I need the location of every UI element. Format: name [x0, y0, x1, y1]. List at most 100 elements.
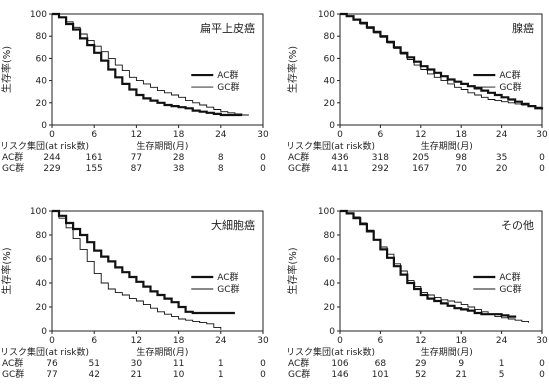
risk-value: 9: [458, 359, 464, 369]
risk-value: 10: [173, 370, 185, 380]
risk-header: リスク集団(at risk数): [286, 346, 375, 358]
y-axis-label: 生存率(%): [0, 46, 13, 93]
y-tick-label: 0: [329, 121, 335, 131]
x-tick-label: 18: [455, 336, 467, 346]
series-line-gc: [52, 13, 249, 116]
risk-value: 52: [415, 370, 426, 380]
y-axis-label: 生存率(%): [0, 247, 13, 294]
y-tick-label: 40: [324, 77, 336, 87]
x-tick-label: 18: [455, 130, 467, 140]
risk-header: リスク集団(at risk数): [0, 346, 89, 358]
legend-label: AC群: [217, 69, 238, 81]
y-tick-label: 80: [36, 231, 48, 241]
y-tick-label: 80: [324, 32, 336, 42]
risk-value: 20: [496, 164, 508, 174]
risk-group-label: AC群: [288, 357, 309, 369]
y-tick-label: 80: [36, 32, 48, 42]
y-tick-label: 40: [324, 279, 336, 289]
series-line-ac: [340, 209, 517, 318]
y-tick-label: 60: [36, 255, 48, 265]
x-tick-label: 18: [173, 336, 185, 346]
y-tick-label: 100: [318, 10, 335, 20]
x-tick-label: 0: [337, 336, 343, 346]
risk-value: 8: [218, 164, 224, 174]
y-tick-label: 20: [324, 303, 336, 313]
plot-frame: [339, 210, 543, 332]
panel-title: その他: [501, 219, 534, 232]
risk-value: 1: [499, 359, 505, 369]
risk-value: 11: [173, 359, 184, 369]
risk-value: 76: [46, 359, 58, 369]
y-axis-label: 生存率(%): [286, 46, 299, 93]
x-axis-label: 生存期間(月): [421, 346, 473, 358]
risk-value: 436: [331, 153, 348, 163]
risk-value: 0: [539, 359, 545, 369]
series-line-ac: [52, 12, 242, 117]
x-tick-label: 6: [378, 130, 384, 140]
x-tick-label: 30: [257, 336, 269, 346]
panel-title: 腺癌: [512, 21, 534, 35]
y-tick-label: 0: [41, 327, 47, 337]
series-line-gc: [52, 210, 222, 330]
legend-label: GC群: [499, 81, 521, 93]
risk-value: 51: [88, 359, 99, 369]
plot-frame: [51, 13, 264, 126]
risk-value: 68: [375, 359, 387, 369]
y-tick-label: 100: [318, 207, 335, 217]
risk-value: 146: [331, 370, 348, 380]
risk-group-label: AC群: [2, 151, 23, 163]
risk-value: 101: [372, 370, 389, 380]
x-tick-label: 12: [131, 130, 142, 140]
risk-header: リスク集団(at risk数): [0, 140, 89, 152]
risk-value: 106: [331, 359, 348, 369]
y-tick-label: 100: [30, 10, 47, 20]
risk-value: 229: [43, 164, 60, 174]
y-tick-label: 20: [36, 303, 48, 313]
risk-value: 1: [218, 370, 224, 380]
x-axis-label: 生存期間(月): [421, 140, 473, 152]
risk-value: 77: [131, 153, 142, 163]
y-tick-label: 100: [30, 207, 47, 217]
x-tick-label: 6: [378, 336, 384, 346]
y-tick-label: 40: [36, 77, 48, 87]
x-tick-label: 0: [49, 336, 55, 346]
x-tick-label: 6: [91, 130, 97, 140]
risk-value: 35: [496, 153, 507, 163]
risk-value: 30: [131, 359, 143, 369]
legend-label: GC群: [499, 283, 521, 295]
plot-frame: [339, 13, 543, 126]
x-tick-label: 12: [131, 336, 142, 346]
risk-value: 244: [43, 153, 60, 163]
y-tick-label: 0: [41, 121, 47, 131]
risk-value: 5: [499, 370, 505, 380]
x-tick-label: 12: [415, 336, 426, 346]
risk-value: 8: [218, 153, 224, 163]
x-axis-label: 生存期間(月): [136, 140, 188, 152]
legend-label: GC群: [217, 81, 239, 93]
risk-value: 21: [455, 370, 466, 380]
x-tick-label: 6: [91, 336, 97, 346]
risk-value: 70: [455, 164, 467, 174]
y-tick-label: 60: [324, 54, 336, 64]
x-tick-label: 30: [536, 336, 548, 346]
x-tick-label: 30: [257, 130, 269, 140]
x-tick-label: 24: [496, 336, 508, 346]
risk-value: 292: [372, 164, 389, 174]
risk-value: 0: [539, 370, 545, 380]
risk-value: 87: [131, 164, 142, 174]
legend-label: AC群: [217, 271, 238, 283]
series-line-ac: [52, 209, 235, 315]
risk-value: 155: [86, 164, 103, 174]
legend-label: GC群: [217, 283, 239, 295]
risk-header: リスク集団(at risk数): [286, 140, 375, 152]
risk-value: 77: [46, 370, 57, 380]
y-tick-label: 60: [324, 255, 336, 265]
risk-value: 0: [260, 370, 266, 380]
x-tick-label: 0: [337, 130, 343, 140]
series-line-gc: [340, 13, 542, 108]
risk-group-label: AC群: [288, 151, 309, 163]
